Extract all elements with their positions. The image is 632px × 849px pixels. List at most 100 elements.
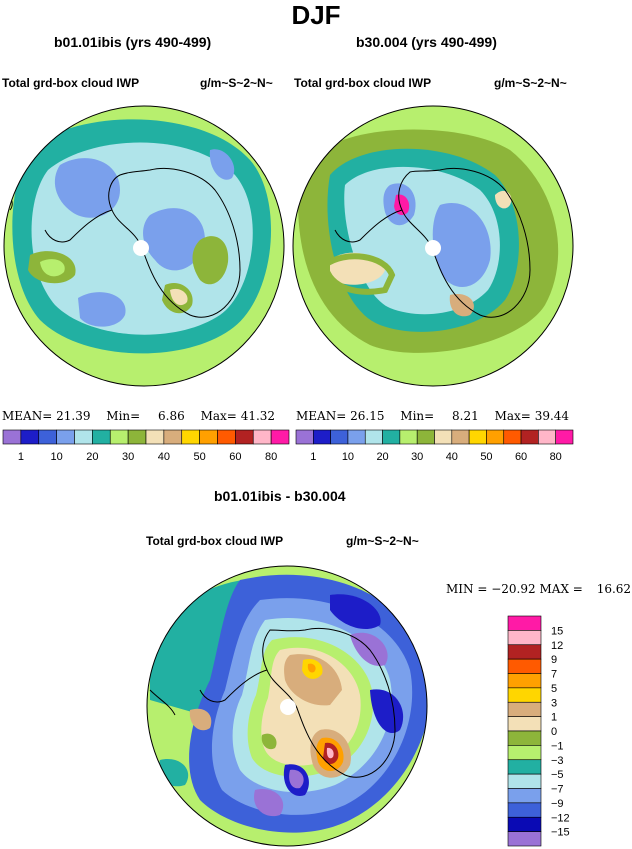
colorbar3-swatch (507, 745, 542, 761)
panel1-max-value: 41.32 (240, 409, 276, 423)
colorbar2-swatch (486, 429, 505, 445)
colorbar1-swatch (270, 429, 290, 445)
colorbar-panel3: 15 12 9 7 5 3 1 0 −1 −3 −5 −7 −9 −12 −15 (507, 615, 570, 847)
colorbar3-tick-label: 12 (551, 640, 563, 652)
colorbar3-swatch (507, 816, 542, 832)
panel1-min-label: Min= (106, 409, 141, 423)
panel2-mean-label: MEAN= (296, 409, 347, 423)
colorbar1-swatch (181, 429, 200, 445)
colorbar1-swatch (127, 429, 147, 445)
page-title: DJF (291, 0, 341, 30)
colorbar1-tick-label: 10 (51, 451, 63, 463)
panel3-max-label: MAX = (539, 582, 583, 596)
colorbar2-swatch (416, 429, 435, 445)
panel1-mean-value: 21.39 (56, 409, 91, 423)
panel1-variable-label: Total grd-box cloud IWP (2, 76, 140, 90)
panel3-title: b01.01ibis - b30.004 (214, 488, 346, 504)
colorbar3-swatch (507, 658, 542, 674)
colorbar1-swatch (109, 429, 129, 445)
colorbar1-tick-label: 20 (86, 451, 98, 463)
colorbar1-swatch (235, 429, 254, 445)
colorbar2-tick-label: 60 (515, 451, 527, 463)
colorbar2-tick-label: 80 (550, 451, 562, 463)
colorbar3-swatch (507, 831, 542, 847)
colorbar1-tick-label: 30 (122, 451, 134, 463)
colorbar1-tick-label: 80 (265, 451, 277, 463)
colorbar-panel2: 1 10 20 30 40 50 60 80 (295, 429, 574, 463)
panel1-title: b01.01ibis (yrs 490-499) (54, 34, 212, 50)
colorbar3-swatch (507, 673, 542, 689)
colorbar1-tick-label: 1 (18, 451, 24, 463)
colorbar3-tick-label: −12 (551, 812, 570, 824)
panel2-min-label: Min= (400, 409, 435, 423)
colorbar3-tick-label: 5 (551, 683, 557, 695)
colorbar2-swatch (313, 429, 331, 445)
colorbar-panel1: 1 10 20 30 40 50 60 80 (2, 429, 290, 463)
panel2-units-label: g/m~S~2~N~ (494, 76, 567, 90)
colorbar3-tick-label: 15 (551, 625, 563, 637)
colorbar2-swatch (451, 429, 470, 445)
panel1-stats: MEAN= 21.39 Min= 6.86 Max= 41.32 (2, 409, 275, 423)
colorbar3-swatch (507, 759, 542, 775)
colorbar1-swatch (2, 429, 22, 445)
panel1-mean-label: MEAN= (2, 409, 53, 423)
panel2-variable-label: Total grd-box cloud IWP (294, 76, 432, 90)
colorbar3-tick-label: 3 (551, 697, 557, 709)
map-panel3 (147, 566, 427, 846)
panel1-units-label: g/m~S~2~N~ (200, 76, 273, 90)
colorbar1-swatch (92, 429, 111, 445)
colorbar3-swatch (507, 730, 542, 746)
colorbar1-swatch (217, 429, 236, 445)
colorbar3-swatch (507, 630, 542, 646)
map-panel1 (4, 106, 284, 386)
colorbar3-swatch (507, 644, 542, 660)
panel1-max-label: Max= (200, 409, 237, 423)
panel1-min-value: 6.86 (158, 409, 185, 423)
panel2-max-label: Max= (494, 409, 531, 423)
colorbar2-tick-label: 20 (376, 451, 388, 463)
colorbar3-tick-label: −15 (551, 827, 570, 839)
colorbar3-swatch (507, 701, 542, 717)
colorbar1-swatch (20, 429, 40, 445)
colorbar1-tick-label: 60 (229, 451, 241, 463)
colorbar3-tick-label: 0 (551, 726, 557, 738)
map-panel2 (293, 106, 573, 386)
colorbar1-swatch (163, 429, 183, 445)
colorbar3-swatch (507, 615, 542, 631)
panel3-stats: MIN = −20.92 MAX = 16.62 (446, 582, 631, 596)
colorbar2-swatch (364, 429, 383, 445)
panel2-mean-value: 26.15 (350, 409, 385, 423)
colorbar2-tick-label: 30 (411, 451, 423, 463)
panel2-stats: MEAN= 26.15 Min= 8.21 Max= 39.44 (296, 409, 569, 423)
colorbar1-swatch (74, 429, 93, 445)
panel2-max-value: 39.44 (534, 409, 570, 423)
colorbar2-tick-label: 50 (480, 451, 492, 463)
colorbar2-swatch (295, 429, 314, 445)
colorbar2-swatch (330, 429, 349, 445)
colorbar3-swatch (507, 687, 542, 703)
colorbar1-swatch (145, 429, 165, 445)
panel2-title: b30.004 (yrs 490-499) (356, 34, 497, 50)
colorbar1-swatch (56, 429, 75, 445)
map3-pole-marker (280, 699, 296, 715)
panel3-min-value: −20.92 (491, 582, 536, 596)
colorbar3-tick-label: 7 (551, 669, 557, 681)
colorbar2-swatch (399, 429, 418, 445)
map2-pole-marker (425, 240, 441, 256)
colorbar2-swatch (434, 429, 453, 445)
colorbar2-tick-label: 40 (446, 451, 458, 463)
panel2-min-value: 8.21 (452, 409, 479, 423)
colorbar3-tick-label: −1 (551, 740, 564, 752)
panel3-max-value: 16.62 (596, 582, 632, 596)
colorbar2-swatch (347, 429, 366, 445)
colorbar1-swatch (252, 429, 272, 445)
map1-pole-marker (133, 240, 149, 256)
colorbar3-tick-label: −5 (551, 769, 564, 781)
colorbar3-swatch (507, 802, 542, 818)
colorbar3-tick-label: 9 (551, 654, 557, 666)
colorbar1-tick-label: 40 (158, 451, 170, 463)
colorbar2-swatch (538, 429, 556, 445)
colorbar2-tick-label: 1 (310, 451, 316, 463)
colorbar2-swatch (382, 429, 401, 445)
